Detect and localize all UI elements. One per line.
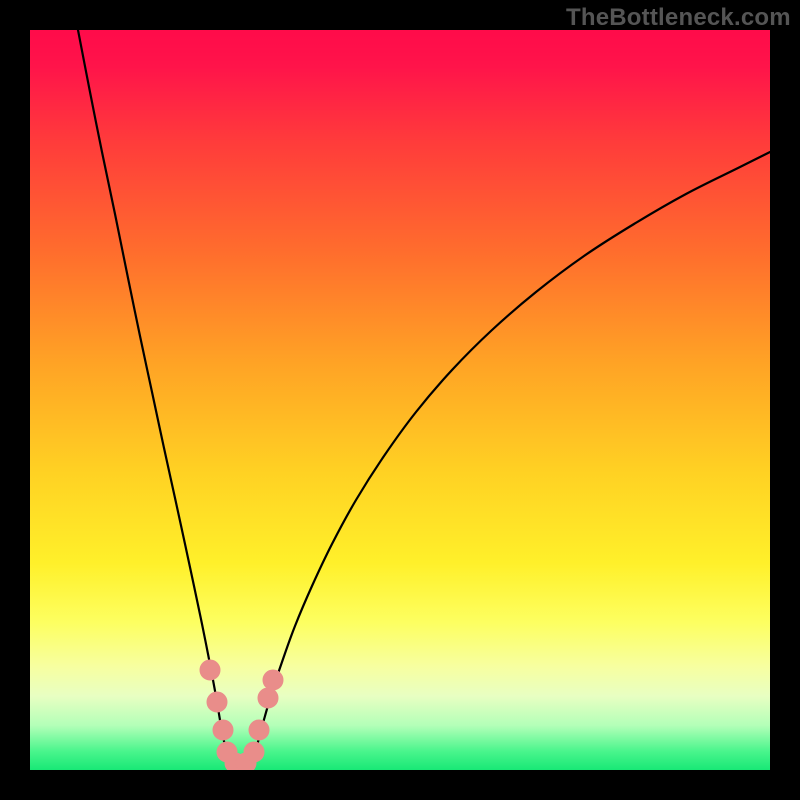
data-marker: [263, 670, 283, 690]
data-marker: [200, 660, 220, 680]
data-marker: [213, 720, 233, 740]
watermark-text: TheBottleneck.com: [566, 4, 791, 32]
data-marker: [258, 688, 278, 708]
chart-background: [30, 30, 770, 770]
chart-plot-area: [30, 30, 770, 770]
data-marker: [249, 720, 269, 740]
data-marker: [207, 692, 227, 712]
chart-svg: [30, 30, 770, 770]
data-marker: [244, 742, 264, 762]
